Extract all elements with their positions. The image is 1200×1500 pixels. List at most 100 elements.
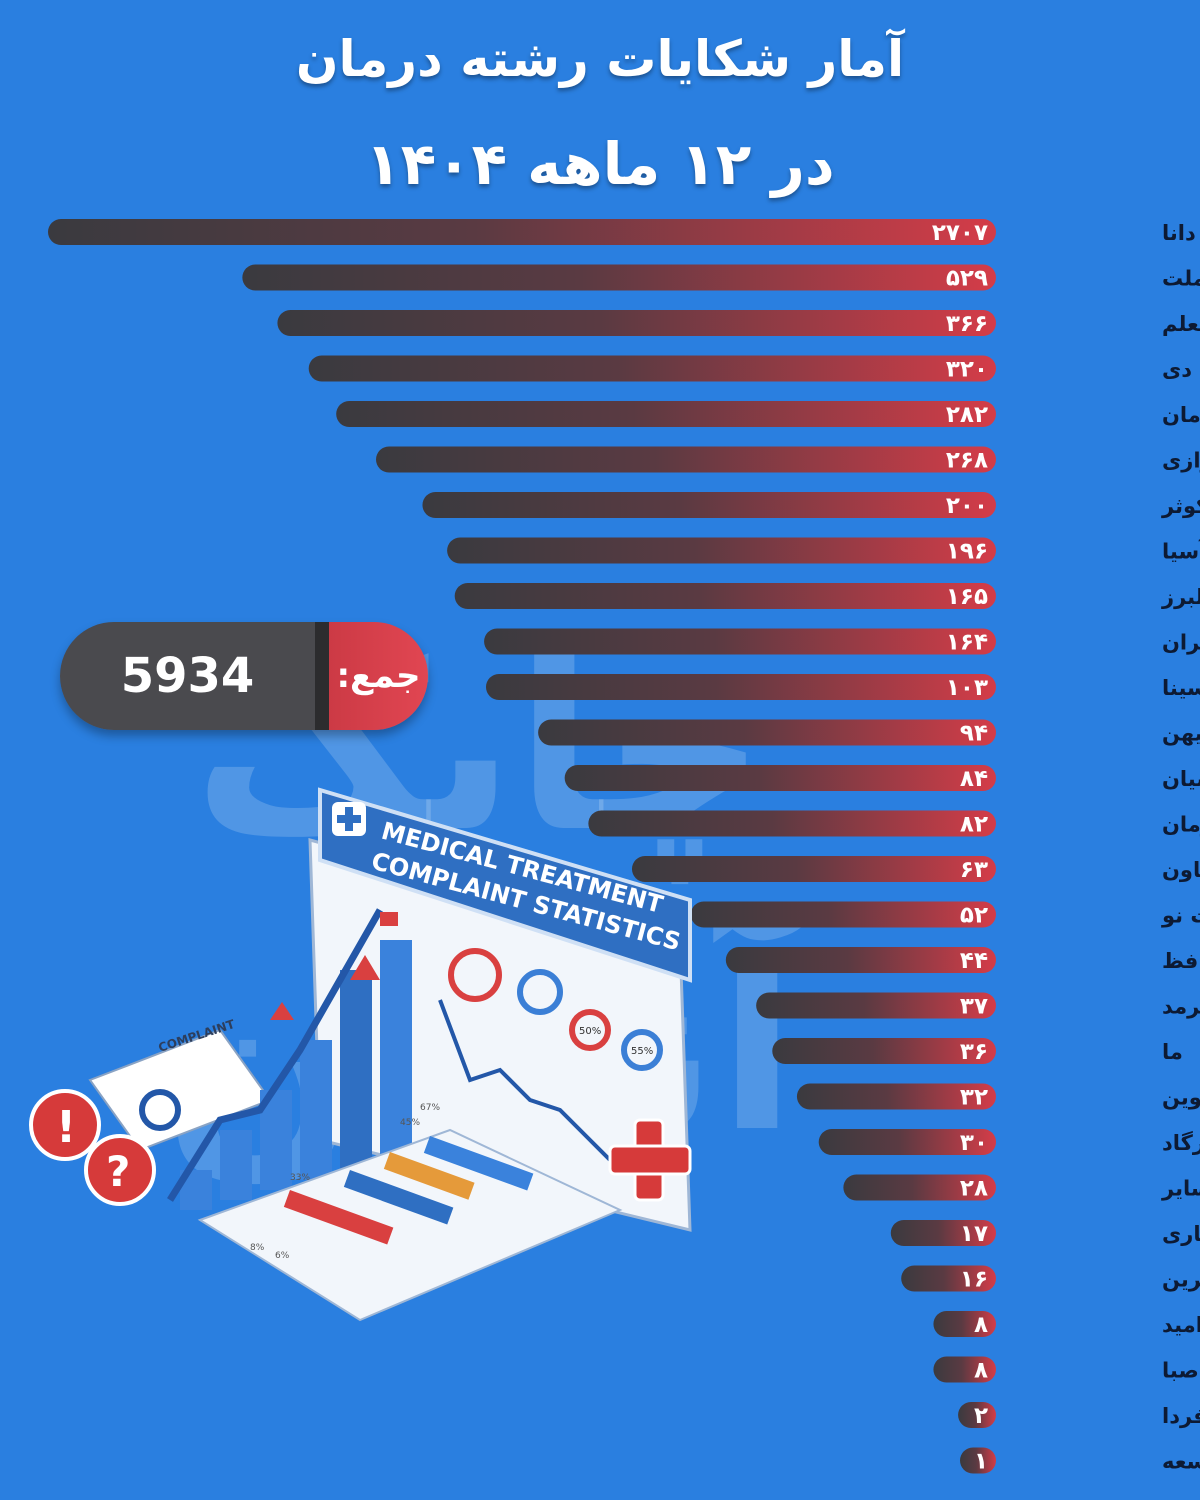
- bar-value-label: ۹۴: [960, 721, 988, 747]
- bar-category-label: ملت: [1162, 267, 1200, 291]
- total-separator: [315, 622, 329, 730]
- exclamation-icon: [29, 1089, 101, 1161]
- bar-value-label: ۱۶۴: [946, 630, 988, 656]
- bar: [376, 446, 996, 473]
- bar-category-label: دانا: [1162, 221, 1196, 245]
- bar: [933, 1356, 996, 1383]
- bar-value-label: ۳۲: [960, 1085, 988, 1111]
- donut-icon: [621, 1029, 663, 1071]
- bar-category-label: تعاون: [1162, 858, 1200, 882]
- bar-value-label: ۲۷۰۷: [932, 220, 988, 246]
- bar-category-label: دی: [1162, 358, 1192, 382]
- red-flag-icon: [380, 912, 398, 926]
- bar: [772, 1038, 996, 1064]
- red-cross-icon-h: [608, 1144, 692, 1176]
- rising-trend-arrow: [167, 908, 384, 1202]
- mini-value: 8%: [250, 1243, 265, 1253]
- rising-bar: [340, 970, 372, 1170]
- bar-value-label: ۳۶: [960, 1039, 988, 1065]
- bar: [818, 1129, 996, 1155]
- bar: [588, 810, 996, 837]
- bar-category-label: امید: [1162, 1313, 1200, 1337]
- bar-value-label: ۲۶۸: [946, 448, 988, 474]
- exclamation-glyph: !: [56, 1102, 76, 1153]
- declining-trend-line: [438, 999, 622, 1172]
- bar-value-label: ۸۲: [960, 812, 988, 838]
- question-icon: [84, 1134, 156, 1206]
- bar-value-label: ۳۲۰: [946, 357, 988, 383]
- illustration-banner: [318, 787, 692, 983]
- bar-value-label: ۱۶۵: [946, 584, 988, 610]
- bar-value-label: ۱۰۳: [946, 675, 988, 701]
- bar: [690, 901, 996, 928]
- bar-category-label: پاسارگاد: [1162, 1130, 1200, 1155]
- bar-category-label: نوین: [1162, 1086, 1200, 1110]
- page-title: آمار شکایات رشته درمان: [295, 30, 905, 88]
- stacked-bar-blue: [343, 1170, 454, 1225]
- bar-category-label: سامان: [1162, 403, 1200, 427]
- bar-category-label: پارسیان: [1162, 767, 1200, 791]
- bar-value-label: ۸: [974, 1358, 988, 1384]
- bar: [422, 492, 997, 518]
- donut-icon: [569, 1009, 611, 1051]
- bar: [48, 219, 996, 245]
- medical-stats-illustration: MEDICAL TREATMENT COMPLAINT STATISTICS 5…: [29, 787, 692, 1322]
- bar-value-label: ۳۰: [960, 1130, 988, 1156]
- bar-value-label: ۱۹۶: [946, 539, 988, 565]
- bar-category-label: رازی: [1162, 449, 1200, 473]
- bar: [484, 628, 996, 655]
- bar: [485, 674, 996, 700]
- bar-category-label: آرمان: [1162, 812, 1200, 837]
- cross-bar-h: [337, 815, 361, 823]
- bar-category-label: سینا: [1162, 676, 1200, 700]
- total-label-box: جمع:: [329, 622, 428, 730]
- bar-category-label: آسیا: [1162, 539, 1200, 564]
- bar: [933, 1311, 996, 1337]
- bar: [308, 355, 996, 382]
- bar-category-label: ما: [1162, 1040, 1183, 1064]
- bar: [242, 264, 997, 291]
- bar: [890, 1220, 996, 1246]
- page-subtitle: در ۱۲ ماهه ۱۴۰۴: [365, 130, 835, 198]
- rising-bar: [220, 1130, 252, 1200]
- bar-category-label: میهن: [1162, 722, 1200, 746]
- bar-value-label: ۲۸: [960, 1176, 988, 1202]
- bar: [564, 765, 996, 791]
- bar-value-label: ۳۷: [960, 994, 988, 1020]
- stacked-bar-red: [283, 1190, 394, 1245]
- gauge-2-value: 55%: [631, 1046, 653, 1057]
- total-value-box: 5934: [60, 622, 315, 730]
- bar: [336, 401, 996, 427]
- bar: [454, 583, 996, 609]
- bar-category-label: آسماری: [1162, 1221, 1200, 1246]
- warning-icon: [270, 1002, 294, 1020]
- total-value: 5934: [120, 648, 255, 704]
- rising-bar: [300, 1040, 332, 1180]
- bar: [796, 1083, 996, 1110]
- bar: [843, 1174, 996, 1201]
- bar: [756, 992, 996, 1019]
- bar-value-label: ۵۲: [960, 903, 988, 929]
- bar-category-label: تجارت نو: [1161, 904, 1200, 928]
- total-label: جمع:: [336, 656, 421, 696]
- bar: [538, 719, 996, 746]
- bar: [958, 1402, 996, 1428]
- mini-value: 6%: [275, 1251, 290, 1261]
- mini-value: 33%: [290, 1173, 310, 1183]
- bar-value-label: ۱۶: [960, 1267, 988, 1293]
- bar-category-label: کوثر: [1161, 494, 1200, 518]
- bar: [960, 1447, 996, 1474]
- bar-value-label: ۵۲۹: [946, 266, 988, 292]
- bar: [277, 310, 996, 336]
- bar-value-label: ۸۴: [960, 766, 988, 792]
- bar-value-label: ۱۷: [960, 1221, 988, 1247]
- bar-value-label: ۸: [974, 1312, 988, 1338]
- warning-icon: [350, 955, 380, 980]
- bar-category-label: سایر: [1161, 1177, 1200, 1201]
- bar-value-label: ۲۸۲: [946, 402, 988, 428]
- bar-category-label: ایران: [1162, 631, 1200, 655]
- bar-category-label: حافظ: [1162, 949, 1200, 973]
- bar-category-label: کارآفرین: [1162, 1267, 1200, 1292]
- bar-category-label: البرز: [1161, 585, 1200, 609]
